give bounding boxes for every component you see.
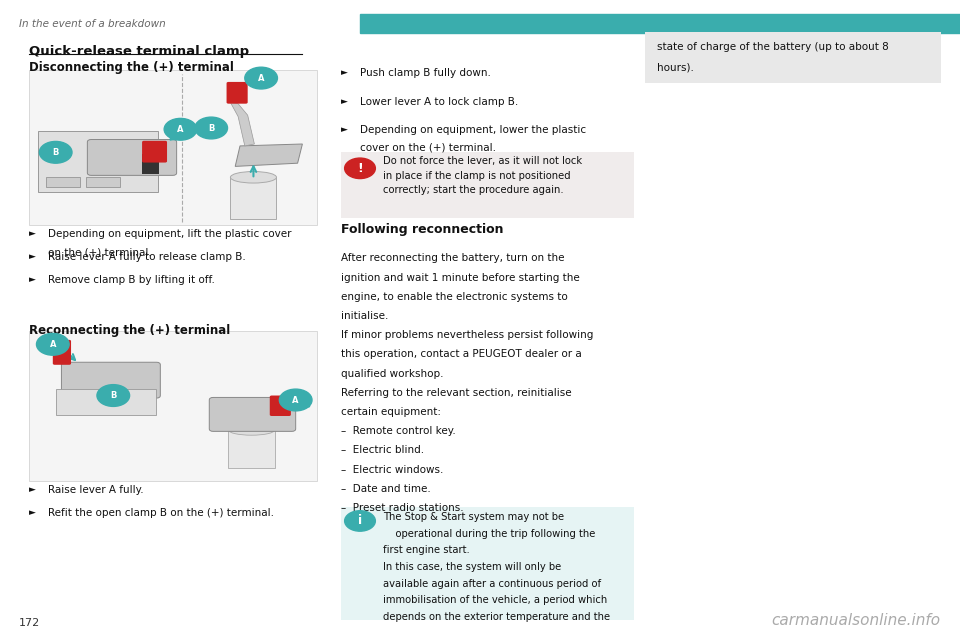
Text: –  Electric blind.: – Electric blind. [341,445,424,456]
Ellipse shape [228,425,275,435]
Text: ►: ► [29,252,36,261]
Text: After reconnecting the battery, turn on the: After reconnecting the battery, turn on … [341,253,564,264]
FancyBboxPatch shape [270,396,291,416]
Polygon shape [230,102,254,146]
Bar [38,131,158,192]
Text: ►: ► [341,125,348,134]
Text: Raise lever A fully to release clamp B.: Raise lever A fully to release clamp B. [48,252,246,262]
Text: Referring to the relevant section, reinitialise: Referring to the relevant section, reini… [341,388,571,398]
Text: initialise.: initialise. [341,311,388,321]
Text: In the event of a breakdown: In the event of a breakdown [19,19,166,29]
Text: Remove clamp B by lifting it off.: Remove clamp B by lifting it off. [48,275,215,285]
Text: In this case, the system will only be: In this case, the system will only be [383,562,562,572]
Text: qualified workshop.: qualified workshop. [341,369,444,379]
Bar [56,389,156,415]
Text: A: A [258,74,264,83]
Ellipse shape [230,172,276,183]
FancyBboxPatch shape [53,340,71,365]
Text: B: B [53,148,59,157]
Text: certain equipment:: certain equipment: [341,407,441,417]
FancyBboxPatch shape [341,507,634,620]
Text: ►: ► [29,275,36,284]
Text: carmanualsonline.info: carmanualsonline.info [772,614,941,628]
Text: ►: ► [341,68,348,77]
Text: this operation, contact a PEUGEOT dealer or a: this operation, contact a PEUGEOT dealer… [341,349,582,360]
Text: –  Preset radio stations.: – Preset radio stations. [341,503,464,513]
FancyBboxPatch shape [29,70,317,225]
Text: Refit the open clamp B on the (+) terminal.: Refit the open clamp B on the (+) termin… [48,508,274,518]
Text: B: B [208,124,214,132]
Text: Raise lever A fully.: Raise lever A fully. [48,485,144,495]
Text: Lower lever A to lock clamp B.: Lower lever A to lock clamp B. [360,97,518,107]
Circle shape [345,511,375,531]
Text: Depending on equipment, lift the plastic cover: Depending on equipment, lift the plastic… [48,229,292,239]
Text: ►: ► [341,97,348,106]
Text: first engine start.: first engine start. [383,545,469,556]
Text: available again after a continuous period of: available again after a continuous perio… [383,579,601,589]
Bar [142,154,159,174]
Text: i: i [358,515,362,527]
Circle shape [245,67,277,89]
Text: ignition and wait 1 minute before starting the: ignition and wait 1 minute before starti… [341,273,580,283]
Text: –  Electric windows.: – Electric windows. [341,465,444,475]
Text: on the (+) terminal.: on the (+) terminal. [48,247,152,257]
Text: Do not force the lever, as it will not lock
in place if the clamp is not positio: Do not force the lever, as it will not l… [383,156,582,195]
Text: Following reconnection: Following reconnection [341,223,503,236]
Circle shape [36,333,69,355]
Bar [86,177,120,187]
Circle shape [164,118,197,140]
Text: !: ! [357,162,363,175]
Text: If minor problems nevertheless persist following: If minor problems nevertheless persist f… [341,330,593,340]
Text: engine, to enable the electronic systems to: engine, to enable the electronic systems… [341,292,567,302]
Text: operational during the trip following the: operational during the trip following th… [383,529,595,539]
Circle shape [39,141,72,163]
Text: –  Remote control key.: – Remote control key. [341,426,456,436]
Text: state of charge of the battery (up to about 8: state of charge of the battery (up to ab… [657,42,888,52]
Text: immobilisation of the vehicle, a period which: immobilisation of the vehicle, a period … [383,595,608,605]
Text: Quick-release terminal clamp: Quick-release terminal clamp [29,45,249,58]
FancyBboxPatch shape [29,331,317,481]
Text: Push clamp B fully down.: Push clamp B fully down. [360,68,491,79]
Bar [360,14,960,33]
FancyBboxPatch shape [341,152,634,218]
Text: ►: ► [29,229,36,238]
Text: ►: ► [29,485,36,494]
Text: The Stop & Start system may not be: The Stop & Start system may not be [383,512,564,522]
Text: –  Date and time.: – Date and time. [341,484,430,494]
FancyBboxPatch shape [209,397,296,431]
Text: depends on the exterior temperature and the: depends on the exterior temperature and … [383,612,611,622]
FancyBboxPatch shape [87,140,177,175]
Text: Depending on equipment, lower the plastic: Depending on equipment, lower the plasti… [360,125,587,135]
Text: hours).: hours). [657,63,693,73]
FancyBboxPatch shape [142,141,167,163]
Text: Disconnecting the (+) terminal: Disconnecting the (+) terminal [29,61,233,74]
FancyBboxPatch shape [227,82,248,104]
Text: A: A [293,396,299,404]
Circle shape [279,389,312,411]
Text: Reconnecting the (+) terminal: Reconnecting the (+) terminal [29,324,230,337]
Circle shape [195,117,228,139]
Text: A: A [178,125,183,134]
FancyBboxPatch shape [645,32,941,83]
Text: cover on the (+) terminal.: cover on the (+) terminal. [360,143,496,153]
Circle shape [97,385,130,406]
Bar [228,430,275,468]
Text: A: A [50,340,56,349]
Bar [46,177,80,187]
Text: 172: 172 [19,618,40,628]
FancyBboxPatch shape [61,362,160,398]
Bar [230,177,276,219]
Text: B: B [110,391,116,400]
Text: ►: ► [29,508,36,517]
Circle shape [345,158,375,179]
Polygon shape [235,144,302,166]
